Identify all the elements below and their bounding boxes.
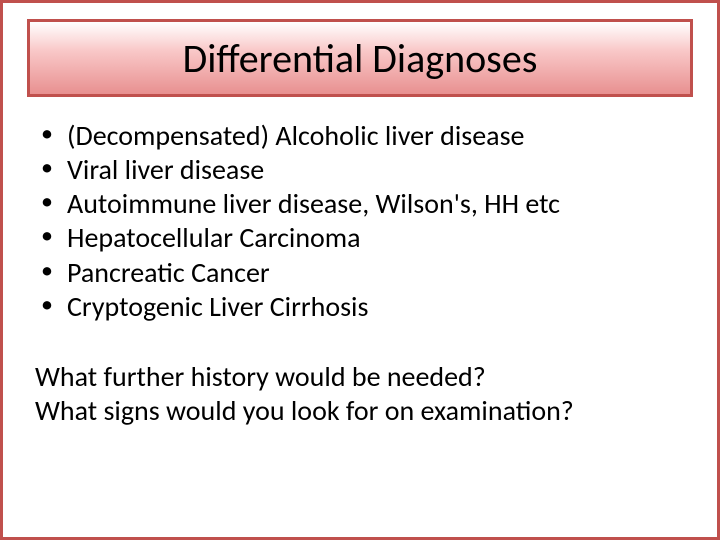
- title-box: Differential Diagnoses: [27, 19, 693, 97]
- slide-container: Differential Diagnoses (Decompensated) A…: [0, 0, 720, 540]
- question-text: What signs would you look for on examina…: [35, 394, 685, 428]
- question-text: What further history would be needed?: [35, 360, 685, 394]
- list-item: Cryptogenic Liver Cirrhosis: [35, 290, 685, 324]
- list-item: Autoimmune liver disease, Wilson's, HH e…: [35, 187, 685, 221]
- list-item: Hepatocellular Carcinoma: [35, 221, 685, 255]
- list-item: (Decompensated) Alcoholic liver disease: [35, 119, 685, 153]
- list-item: Viral liver disease: [35, 153, 685, 187]
- slide-title: Differential Diagnoses: [183, 34, 538, 83]
- bullet-list: (Decompensated) Alcoholic liver disease …: [35, 119, 685, 324]
- list-item: Pancreatic Cancer: [35, 256, 685, 290]
- slide-content: (Decompensated) Alcoholic liver disease …: [35, 119, 685, 428]
